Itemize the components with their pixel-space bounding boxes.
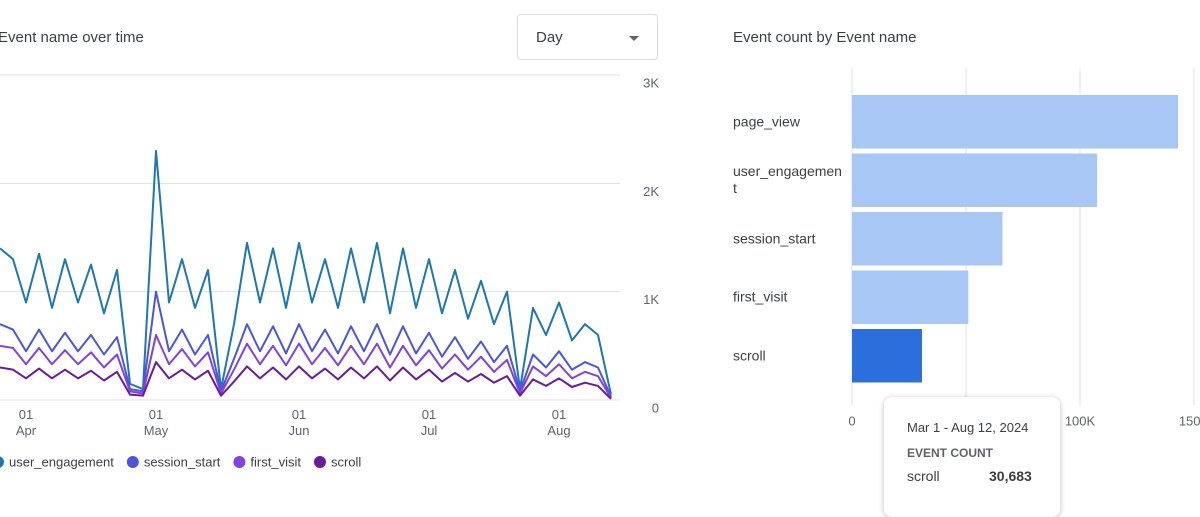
- y-tick-label: 2K: [643, 184, 659, 199]
- legend-label: scroll: [331, 454, 361, 469]
- page: Event name over time Day Event count by …: [0, 14, 1200, 484]
- x-tick-label: 100K: [1065, 413, 1096, 428]
- tooltip-event: scroll: [907, 468, 940, 484]
- tooltip-date: Mar 1 - Aug 12, 2024: [907, 420, 1029, 435]
- tooltip: Mar 1 - Aug 12, 2024 EVENT COUNT scroll …: [884, 397, 1060, 517]
- granularity-dropdown[interactable]: Day: [517, 14, 658, 60]
- y-tick-label: session_start: [733, 230, 816, 247]
- bar: [852, 270, 969, 324]
- y-tick-label: 0: [652, 400, 659, 415]
- legend-marker: [0, 456, 4, 468]
- x-tick-label: 01 Aug: [547, 407, 570, 438]
- x-tick-label: 0: [848, 413, 855, 428]
- legend-label: user_engagement: [9, 454, 114, 469]
- y-tick-label: scroll: [733, 347, 766, 364]
- line-series: [0, 334, 612, 399]
- dropdown-arrow: [629, 36, 639, 41]
- legend-label: session_start: [144, 454, 221, 469]
- bar: [852, 153, 1098, 207]
- tooltip-metric: EVENT COUNT: [907, 446, 994, 460]
- bar: [852, 212, 1003, 266]
- dropdown-value: Day: [536, 29, 563, 46]
- line-series: [0, 290, 612, 398]
- line-series: [0, 149, 612, 395]
- x-tick-label: 01 May: [144, 407, 169, 438]
- line-chart-title: Event name over time: [0, 29, 144, 46]
- x-tick-label: 01 Jun: [289, 407, 310, 438]
- bar: [852, 329, 922, 383]
- legend-marker: [233, 456, 246, 468]
- y-tick-label: 3K: [643, 75, 659, 90]
- legend-marker: [126, 456, 139, 468]
- line-series: [0, 361, 612, 400]
- charts: 0 1K 2K 3K 01 Apr 01 May 01 Jun 01 Jul 01 Aug user_eng…: [0, 68, 1200, 469]
- tooltip-value: 30,683: [989, 468, 1032, 484]
- x-tick-label: 01 Jul: [421, 407, 438, 438]
- bar: [852, 95, 1179, 149]
- legend-marker: [313, 456, 326, 468]
- y-tick-label: 1K: [643, 292, 659, 307]
- y-tick-label: first_visit: [733, 288, 788, 305]
- y-tick-label: user_engagement: [733, 163, 842, 197]
- x-tick-label: 150K: [1179, 413, 1200, 428]
- bar-chart-title: Event count by Event name: [733, 29, 917, 46]
- legend-label: first_visit: [250, 454, 301, 469]
- x-tick-label: 01 Apr: [16, 407, 37, 438]
- y-tick-label: page_view: [733, 113, 800, 130]
